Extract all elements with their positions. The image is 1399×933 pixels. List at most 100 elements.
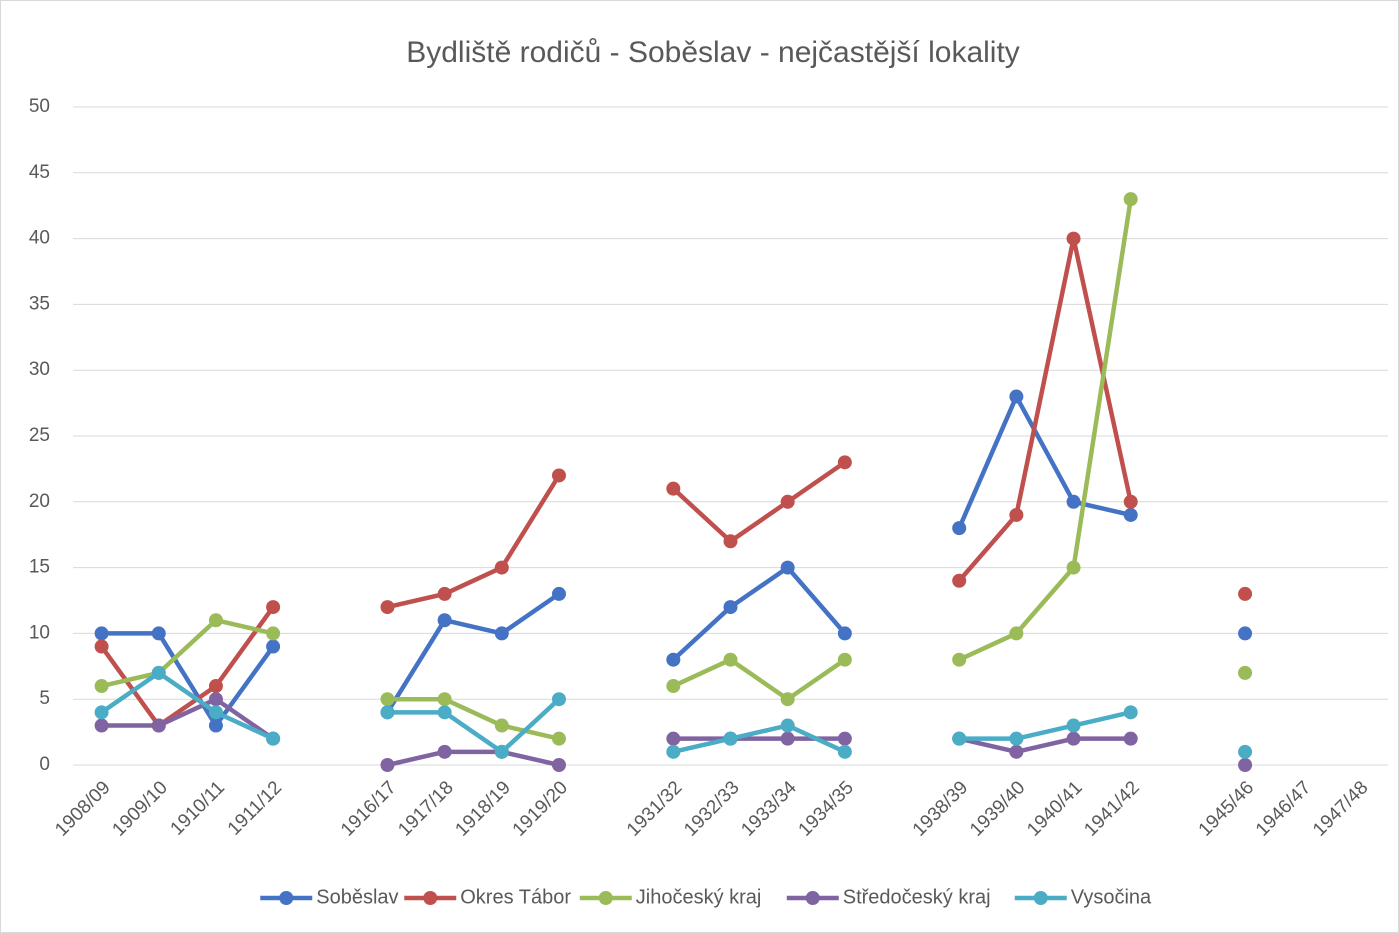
y-tick-label: 0 xyxy=(39,754,50,775)
data-point xyxy=(266,626,281,641)
legend-marker xyxy=(423,891,438,905)
y-tick-label: 35 xyxy=(29,293,50,314)
data-point xyxy=(952,573,967,588)
y-tick-label: 15 xyxy=(29,557,50,578)
legend-label: Vysočina xyxy=(1071,886,1152,908)
data-point xyxy=(1238,665,1253,680)
data-point xyxy=(266,639,281,654)
y-tick-label: 10 xyxy=(29,622,50,643)
data-point xyxy=(551,758,566,772)
data-point xyxy=(494,744,509,759)
data-point xyxy=(666,481,681,496)
legend-marker xyxy=(279,891,294,905)
data-point xyxy=(952,652,967,667)
data-point xyxy=(666,744,681,759)
y-tick-label: 20 xyxy=(29,491,50,512)
legend-marker xyxy=(1033,891,1048,905)
data-point xyxy=(1123,494,1138,509)
data-point xyxy=(94,626,109,641)
data-point xyxy=(266,731,281,746)
legend-label: Středočeský kraj xyxy=(843,886,991,908)
data-point xyxy=(837,744,852,759)
data-point xyxy=(1009,389,1024,404)
data-point xyxy=(780,692,795,707)
data-point xyxy=(151,626,166,641)
data-point xyxy=(1238,744,1253,759)
data-point xyxy=(1066,494,1081,509)
data-point xyxy=(151,718,166,733)
data-point xyxy=(551,692,566,707)
data-point xyxy=(437,586,452,601)
y-tick-label: 50 xyxy=(29,96,50,117)
data-point xyxy=(1009,731,1024,746)
data-point xyxy=(952,521,967,536)
data-point xyxy=(551,468,566,483)
data-point xyxy=(208,613,223,628)
y-tick-label: 30 xyxy=(29,359,50,380)
data-point xyxy=(723,731,738,746)
y-tick-label: 45 xyxy=(29,162,50,183)
y-tick-label: 5 xyxy=(39,688,50,709)
y-tick-label: 40 xyxy=(29,228,50,249)
data-point xyxy=(94,639,109,654)
data-point xyxy=(266,600,281,615)
data-point xyxy=(1238,586,1253,601)
data-point xyxy=(1123,507,1138,522)
data-point xyxy=(94,718,109,733)
data-point xyxy=(437,692,452,707)
chart-title: Bydliště rodičů - Soběslav - nejčastější… xyxy=(406,36,1020,69)
data-point xyxy=(551,586,566,601)
data-point xyxy=(380,600,395,615)
data-point xyxy=(94,705,109,720)
data-point xyxy=(208,705,223,720)
data-point xyxy=(94,679,109,694)
data-point xyxy=(208,718,223,733)
data-point xyxy=(494,560,509,575)
data-point xyxy=(1009,626,1024,641)
data-point xyxy=(437,744,452,759)
data-point xyxy=(494,626,509,641)
data-point xyxy=(837,652,852,667)
data-point xyxy=(151,665,166,680)
data-point xyxy=(666,731,681,746)
data-point xyxy=(780,494,795,509)
data-point xyxy=(208,692,223,707)
data-point xyxy=(494,718,509,733)
data-point xyxy=(666,679,681,694)
data-point xyxy=(1066,560,1081,575)
data-point xyxy=(1238,626,1253,641)
data-point xyxy=(1123,731,1138,746)
data-point xyxy=(723,534,738,549)
data-point xyxy=(1009,507,1024,522)
data-point xyxy=(952,731,967,746)
data-point xyxy=(723,600,738,615)
data-point xyxy=(551,731,566,746)
data-point xyxy=(837,626,852,641)
legend-label: Okres Tábor xyxy=(460,886,571,908)
data-point xyxy=(1066,718,1081,733)
data-point xyxy=(780,560,795,575)
data-point xyxy=(1123,705,1138,720)
legend-label: Jihočeský kraj xyxy=(636,886,762,908)
data-point xyxy=(437,705,452,720)
legend-marker xyxy=(805,891,820,905)
data-point xyxy=(780,718,795,733)
data-point xyxy=(1066,231,1081,246)
data-point xyxy=(208,679,223,694)
data-point xyxy=(1238,758,1253,772)
data-point xyxy=(1123,192,1138,207)
legend-marker xyxy=(598,891,613,905)
data-point xyxy=(780,731,795,746)
data-point xyxy=(1009,744,1024,759)
data-point xyxy=(723,652,738,667)
data-point xyxy=(380,758,395,772)
data-point xyxy=(437,613,452,628)
data-point xyxy=(666,652,681,667)
data-point xyxy=(837,731,852,746)
legend-label: Soběslav xyxy=(316,886,398,908)
data-point xyxy=(837,455,852,470)
y-tick-label: 25 xyxy=(29,425,50,446)
data-point xyxy=(1066,731,1081,746)
